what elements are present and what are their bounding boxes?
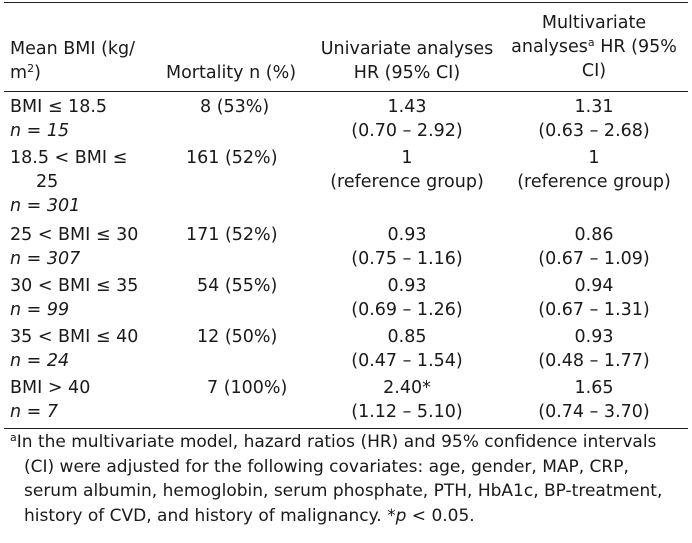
row-mortality: 161 (52%) [186,146,278,170]
row-univariate: 2.40* (1.12 – 5.10) [316,376,498,424]
univariate-ci: (reference group) [330,172,484,192]
bmi-category-cont: 25 [36,172,59,192]
bmi-category: 25 < BMI ≤ 30 [10,225,139,245]
multivariate-hr: 1.65 [574,378,614,398]
row-mortality: 54 (55%) [197,274,277,298]
row-bmi-label: 30 < BMI ≤ 35 n = 99 [10,274,138,322]
footnote-p-threshold: < 0.05. [406,505,475,526]
univariate-hr: 0.93 [387,276,427,296]
row-multivariate: 0.94 (0.67 – 1.31) [500,274,688,322]
footnote-p-symbol: p [395,505,407,526]
univariate-ci: (1.12 – 5.10) [351,402,463,422]
multivariate-ci: (0.74 – 3.70) [538,402,650,422]
univariate-ci: (0.75 – 1.16) [351,249,463,269]
row-multivariate: 0.86 (0.67 – 1.09) [500,223,688,271]
row-mortality: 171 (52%) [186,223,278,247]
row-bmi-label: 18.5 < BMI ≤ 25 n = 301 [10,146,127,218]
univariate-ci: (0.47 – 1.54) [351,351,463,371]
footnote-line1: aIn the multivariate model, hazard ratio… [10,432,656,452]
row-mortality: 7 (100%) [207,376,287,400]
univariate-hr: 1 [401,148,413,168]
univariate-hr: 2.40* [383,378,431,398]
row-multivariate: 1.65 (0.74 – 3.70) [500,376,688,424]
table-footnote: aIn the multivariate model, hazard ratio… [10,430,686,528]
univariate-hr: 0.93 [387,225,427,245]
row-mortality: 8 (53%) [200,95,269,119]
bmi-n: n = 15 [10,121,70,141]
row-bmi-label: BMI ≤ 18.5 n = 15 [10,95,107,143]
row-univariate: 0.93 (0.69 – 1.26) [316,274,498,322]
multivariate-ci: (0.48 – 1.77) [538,351,650,371]
table-bottom-rule [4,428,688,429]
row-multivariate: 1 (reference group) [500,146,688,194]
univariate-hr: 0.85 [387,327,427,347]
multivariate-hr: 0.93 [574,327,614,347]
univariate-ci: (0.70 – 2.92) [351,121,463,141]
multivariate-hr: 0.94 [574,276,614,296]
multivariate-hr: 0.86 [574,225,614,245]
multivariate-ci: (0.67 – 1.09) [538,249,650,269]
multivariate-hr: 1 [588,148,600,168]
mortality-value: 7 (100%) [207,378,288,398]
mortality-value: 171 (52%) [186,225,278,245]
row-univariate: 1 (reference group) [316,146,498,194]
row-univariate: 0.93 (0.75 – 1.16) [316,223,498,271]
table-top-rule [4,2,688,3]
univariate-hr: 1.43 [387,97,427,117]
mortality-value: 54 (55%) [197,276,278,296]
header-col-multivariate-line3: CI) [581,61,607,81]
header-bottom-rule [4,91,688,92]
bmi-category: 30 < BMI ≤ 35 [10,276,139,296]
header-col-multivariate-line1: Multivariate [541,13,647,33]
bmi-n: n = 24 [10,351,70,371]
header-col-univariate: Univariate analyses HR (95% CI) [316,37,498,85]
bmi-category: BMI > 40 [10,378,91,398]
header-col-multivariate-sup: a [587,36,595,49]
header-col-mortality-label: Mortality n (%) [166,63,297,83]
header-col-bmi-sup: 2 [27,62,35,75]
footnote-text-2: (CI) were adjusted for the following cov… [24,456,629,477]
row-multivariate: 1.31 (0.63 – 2.68) [500,95,688,143]
univariate-ci: (0.69 – 1.26) [351,300,463,320]
bmi-n: n = 99 [10,300,70,320]
footnote-text-3: serum albumin, hemoglobin, serum phospha… [24,481,663,501]
header-col-bmi-line1: Mean BMI (kg/ [10,39,136,59]
row-multivariate: 0.93 (0.48 – 1.77) [500,325,688,373]
multivariate-ci: (reference group) [517,172,671,192]
row-bmi-label: BMI > 40 n = 7 [10,376,90,424]
footnote-text-1: In the multivariate model, hazard ratios… [16,432,657,452]
footnote-marker: a [10,431,17,444]
mortality-value: 161 (52%) [186,148,278,168]
header-col-bmi: Mean BMI (kg/ m2) [10,37,135,85]
multivariate-ci: (0.63 – 2.68) [538,121,650,141]
header-col-univariate-line2: HR (95% CI) [353,63,461,83]
row-univariate: 1.43 (0.70 – 2.92) [316,95,498,143]
row-univariate: 0.85 (0.47 – 1.54) [316,325,498,373]
footnote-text-4: history of CVD, and history of malignanc… [24,505,396,526]
header-col-multivariate-line2-suffix: HR (95% [594,37,677,57]
header-col-bmi-close: ) [34,63,41,83]
multivariate-hr: 1.31 [574,97,614,117]
header-col-multivariate: Multivariate analysesa HR (95% CI) [500,11,688,83]
multivariate-ci: (0.67 – 1.31) [538,300,650,320]
row-mortality: 12 (50%) [197,325,277,349]
bmi-n: n = 301 [10,196,81,216]
footnote-line4: history of CVD, and history of malignanc… [10,504,686,529]
bmi-n: n = 307 [10,249,81,269]
bmi-category: 35 < BMI ≤ 40 [10,327,139,347]
row-bmi-label: 25 < BMI ≤ 30 n = 307 [10,223,138,271]
header-col-multivariate-line2: analyses [511,37,588,57]
header-col-univariate-line1: Univariate analyses [320,39,494,59]
bmi-category: 18.5 < BMI ≤ [10,148,128,168]
bmi-n: n = 7 [10,402,59,422]
header-col-mortality: Mortality n (%) [166,61,296,85]
mortality-value: 12 (50%) [197,327,278,347]
mortality-value: 8 (53%) [200,97,270,117]
row-bmi-label: 35 < BMI ≤ 40 n = 24 [10,325,138,373]
header-col-bmi-line2: m [10,63,28,83]
bmi-category: BMI ≤ 18.5 [10,97,108,117]
